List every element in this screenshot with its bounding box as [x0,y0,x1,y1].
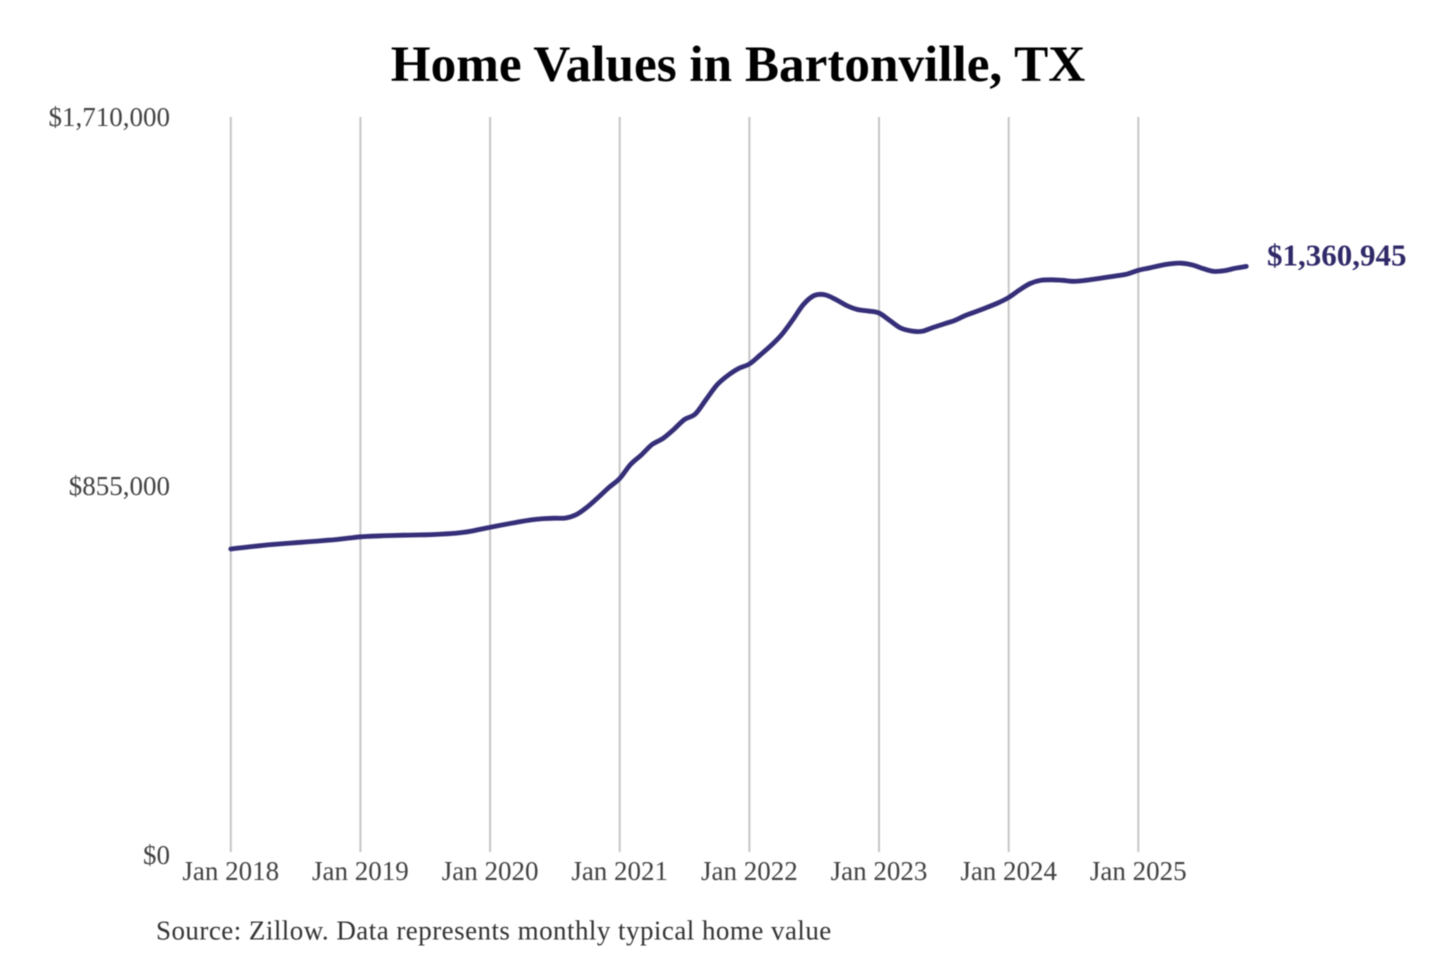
svg-text:Jan 2019: Jan 2019 [312,856,409,886]
svg-text:$1,360,945: $1,360,945 [1267,238,1407,273]
svg-text:Home Values in Bartonville, TX: Home Values in Bartonville, TX [391,36,1085,93]
svg-text:Jan 2025: Jan 2025 [1090,856,1187,886]
svg-text:Jan 2021: Jan 2021 [571,856,668,886]
svg-text:Jan 2020: Jan 2020 [442,856,539,886]
svg-text:Jan 2018: Jan 2018 [182,856,279,886]
svg-text:Source: Zillow. Data represent: Source: Zillow. Data represents monthly … [156,916,832,946]
svg-text:Jan 2022: Jan 2022 [701,856,798,886]
svg-text:$0: $0 [143,840,170,870]
svg-text:$1,710,000: $1,710,000 [49,102,171,132]
svg-text:Jan 2024: Jan 2024 [960,856,1057,886]
svg-text:$855,000: $855,000 [69,471,170,501]
svg-text:Jan 2023: Jan 2023 [831,856,928,886]
